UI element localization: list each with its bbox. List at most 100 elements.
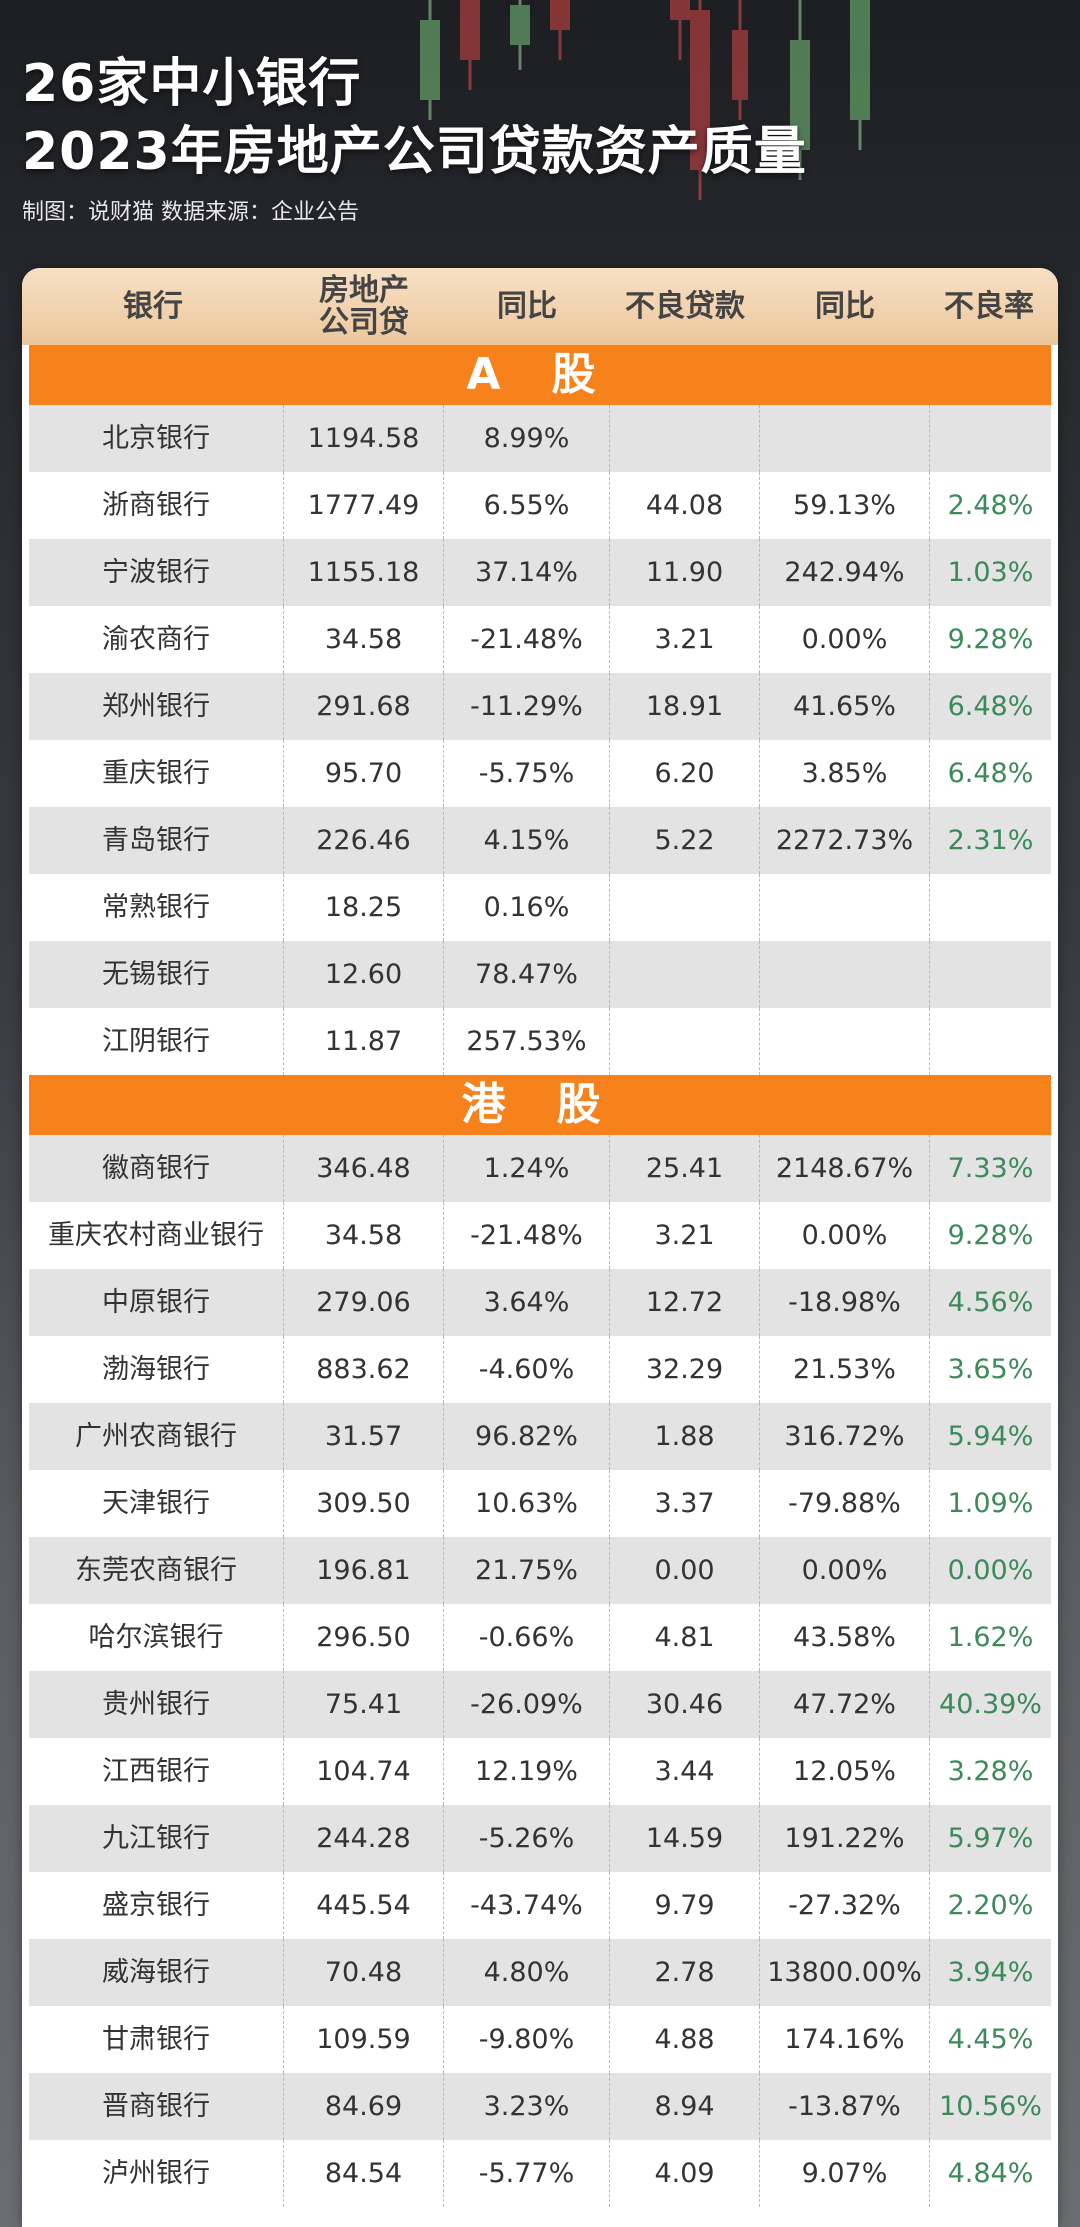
loan-amount-cell: 70.48 xyxy=(284,1939,444,2006)
npl-ratio-cell: 3.28% xyxy=(947,1756,1034,1787)
loan-yoy-cell: -5.75% xyxy=(444,740,610,807)
bank-name-cell: 北京银行 xyxy=(29,405,284,472)
npl-ratio-cell: 4.56% xyxy=(947,1287,1034,1318)
npl-yoy-cell: 0.00% xyxy=(760,606,930,673)
header-bank: 银行 xyxy=(123,288,183,324)
loan-yoy-cell: 12.19% xyxy=(444,1738,610,1805)
bank-name-cell: 无锡银行 xyxy=(29,941,284,1008)
bank-name-cell: 重庆农村商业银行 xyxy=(29,1202,284,1269)
npl-yoy-cell: 242.94% xyxy=(760,539,930,606)
bank-name-cell: 贵州银行 xyxy=(29,1671,284,1738)
bank-name-cell: 宁波银行 xyxy=(29,539,284,606)
loan-yoy-cell: -26.09% xyxy=(444,1671,610,1738)
npl-amount-cell: 3.21 xyxy=(610,1202,760,1269)
bank-name-cell: 晋商银行 xyxy=(29,2073,284,2140)
table-row: 甘肃银行 109.59 -9.80% 4.88 174.16% 4.45% xyxy=(29,2006,1051,2073)
loan-yoy-cell: 8.99% xyxy=(444,405,610,472)
loan-amount-cell: 31.57 xyxy=(284,1403,444,1470)
table-row: 泸州银行 84.54 -5.77% 4.09 9.07% 4.84% xyxy=(29,2140,1051,2207)
npl-amount-cell: 14.59 xyxy=(610,1805,760,1872)
loan-yoy-cell: -43.74% xyxy=(444,1872,610,1939)
npl-ratio-cell xyxy=(930,1008,1051,1075)
npl-yoy-cell: -18.98% xyxy=(760,1269,930,1336)
table-row: 晋商银行 84.69 3.23% 8.94 -13.87% 10.56% xyxy=(29,2073,1051,2140)
loan-yoy-cell: 4.15% xyxy=(444,807,610,874)
npl-yoy-cell: 174.16% xyxy=(760,2006,930,2073)
npl-yoy-cell: 21.53% xyxy=(760,1336,930,1403)
npl-yoy-cell: 9.07% xyxy=(760,2140,930,2207)
table-row: 重庆银行 95.70 -5.75% 6.20 3.85% 6.48% xyxy=(29,740,1051,807)
loan-yoy-cell: 257.53% xyxy=(444,1008,610,1075)
loan-amount-cell: 196.81 xyxy=(284,1537,444,1604)
table-row: 渤海银行 883.62 -4.60% 32.29 21.53% 3.65% xyxy=(29,1336,1051,1403)
loan-amount-cell: 309.50 xyxy=(284,1470,444,1537)
npl-yoy-cell: -79.88% xyxy=(760,1470,930,1537)
loan-amount-cell: 109.59 xyxy=(284,2006,444,2073)
loan-amount-cell: 291.68 xyxy=(284,673,444,740)
loan-yoy-cell: -5.77% xyxy=(444,2140,610,2207)
loan-amount-cell: 1777.49 xyxy=(284,472,444,539)
npl-amount-cell: 3.21 xyxy=(610,606,760,673)
loan-amount-cell: 883.62 xyxy=(284,1336,444,1403)
loan-yoy-cell: -9.80% xyxy=(444,2006,610,2073)
npl-amount-cell: 5.22 xyxy=(610,807,760,874)
table-row: 东莞农商银行 196.81 21.75% 0.00 0.00% 0.00% xyxy=(29,1537,1051,1604)
npl-yoy-cell: 59.13% xyxy=(760,472,930,539)
loan-yoy-cell: 4.80% xyxy=(444,1939,610,2006)
table-row: 浙商银行 1777.49 6.55% 44.08 59.13% 2.48% xyxy=(29,472,1051,539)
npl-ratio-cell: 4.45% xyxy=(947,2024,1034,2055)
header-real-estate-loans: 房地产公司贷 xyxy=(319,272,409,340)
header-npl-ratio: 不良率 xyxy=(944,288,1034,324)
table-row: 无锡银行 12.60 78.47% xyxy=(29,941,1051,1008)
bank-name-cell: 威海银行 xyxy=(29,1939,284,2006)
loan-amount-cell: 34.58 xyxy=(284,606,444,673)
npl-yoy-cell: 3.85% xyxy=(760,740,930,807)
bank-name-cell: 九江银行 xyxy=(29,1805,284,1872)
table-row: 哈尔滨银行 296.50 -0.66% 4.81 43.58% 1.62% xyxy=(29,1604,1051,1671)
table-row: 江西银行 104.74 12.19% 3.44 12.05% 3.28% xyxy=(29,1738,1051,1805)
npl-ratio-cell: 3.94% xyxy=(947,1957,1034,1988)
npl-ratio-cell: 6.48% xyxy=(947,758,1034,789)
header-yoy: 同比 xyxy=(497,288,557,324)
npl-yoy-cell: 2272.73% xyxy=(760,807,930,874)
npl-yoy-cell: -13.87% xyxy=(760,2073,930,2140)
npl-yoy-cell xyxy=(760,874,930,941)
bank-name-cell: 渤海银行 xyxy=(29,1336,284,1403)
npl-ratio-cell: 9.28% xyxy=(947,624,1034,655)
loan-amount-cell: 34.58 xyxy=(284,1202,444,1269)
npl-yoy-cell: 13800.00% xyxy=(760,1939,930,2006)
loan-yoy-cell: -0.66% xyxy=(444,1604,610,1671)
table-row: 宁波银行 1155.18 37.14% 11.90 242.94% 1.03% xyxy=(29,539,1051,606)
bank-name-cell: 徽商银行 xyxy=(29,1135,284,1202)
npl-amount-cell: 30.46 xyxy=(610,1671,760,1738)
npl-yoy-cell xyxy=(760,1008,930,1075)
bank-name-cell: 浙商银行 xyxy=(29,472,284,539)
loan-yoy-cell: 10.63% xyxy=(444,1470,610,1537)
npl-ratio-cell: 5.97% xyxy=(947,1823,1034,1854)
table-row: 盛京银行 445.54 -43.74% 9.79 -27.32% 2.20% xyxy=(29,1872,1051,1939)
section-label: 港 股 xyxy=(29,1075,1051,1135)
loan-yoy-cell: 21.75% xyxy=(444,1537,610,1604)
loan-amount-cell: 84.69 xyxy=(284,2073,444,2140)
table-row: 重庆农村商业银行 34.58 -21.48% 3.21 0.00% 9.28% xyxy=(29,1202,1051,1269)
npl-ratio-cell: 2.20% xyxy=(947,1890,1034,1921)
loan-yoy-cell: -5.26% xyxy=(444,1805,610,1872)
npl-amount-cell: 4.81 xyxy=(610,1604,760,1671)
loan-amount-cell: 346.48 xyxy=(284,1135,444,1202)
npl-amount-cell: 11.90 xyxy=(610,539,760,606)
loan-yoy-cell: -11.29% xyxy=(444,673,610,740)
npl-amount-cell xyxy=(610,874,760,941)
npl-amount-cell: 18.91 xyxy=(610,673,760,740)
table-row: 渝农商行 34.58 -21.48% 3.21 0.00% 9.28% xyxy=(29,606,1051,673)
table-row: 北京银行 1194.58 8.99% xyxy=(29,405,1051,472)
bank-name-cell: 江西银行 xyxy=(29,1738,284,1805)
npl-amount-cell: 2.78 xyxy=(610,1939,760,2006)
loan-amount-cell: 84.54 xyxy=(284,2140,444,2207)
npl-ratio-cell: 1.62% xyxy=(947,1622,1034,1653)
table-body: A 股北京银行 1194.58 8.99% 浙商银行 1777.49 6.55% 44.08… xyxy=(22,345,1058,2207)
npl-yoy-cell: 43.58% xyxy=(760,1604,930,1671)
npl-ratio-cell: 9.28% xyxy=(947,1220,1034,1251)
npl-amount-cell: 8.94 xyxy=(610,2073,760,2140)
npl-amount-cell: 0.00 xyxy=(610,1537,760,1604)
bank-name-cell: 哈尔滨银行 xyxy=(29,1604,284,1671)
